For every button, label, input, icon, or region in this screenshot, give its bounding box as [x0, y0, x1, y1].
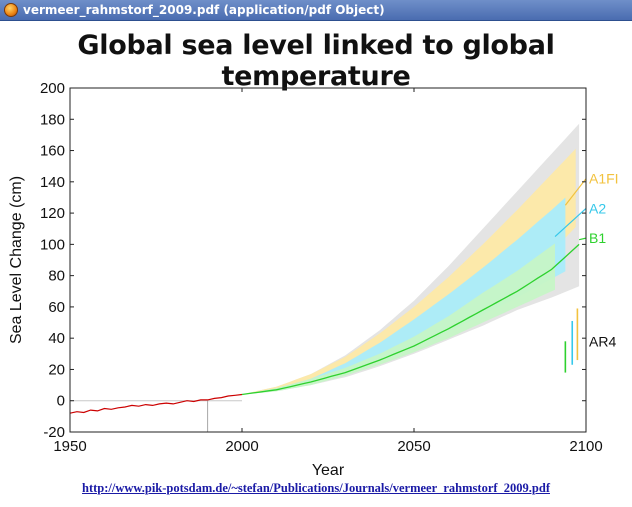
y-tick-label: 60 [48, 299, 65, 316]
x-tick-label: 2000 [225, 438, 258, 455]
y-axis-title: Sea Level Change (cm) [8, 176, 25, 344]
series-label-a1fi: A1FI [589, 171, 619, 187]
leader-a1fi [564, 178, 587, 206]
series-label-a2: A2 [589, 200, 606, 216]
y-tick-label: 200 [40, 80, 65, 97]
observed-line [69, 393, 243, 414]
firefox-icon [4, 3, 18, 17]
chart-title: Global sea level linked to global temper… [77, 30, 555, 92]
y-tick-label: 100 [40, 236, 65, 253]
y-tick-label: 0 [57, 393, 65, 410]
window-title: vermeer_rahmstorf_2009.pdf (application/… [23, 3, 385, 17]
ar4-label: AR4 [589, 333, 616, 349]
source-url-link[interactable]: http://www.pik-potsdam.de/~stefan/Public… [82, 481, 550, 495]
x-tick-label: 2100 [569, 438, 602, 455]
window-titlebar: vermeer_rahmstorf_2009.pdf (application/… [0, 0, 632, 21]
y-tick-label: 120 [40, 205, 65, 222]
y-tick-label: 140 [40, 174, 65, 191]
y-tick-label: 20 [48, 361, 65, 378]
plot-frame [69, 87, 587, 433]
leader-a2 [554, 207, 587, 237]
y-tick-label: 40 [48, 330, 65, 347]
x-tick-label: 2050 [397, 438, 430, 455]
leader-b1 [578, 237, 587, 241]
x-tick-label: 1950 [53, 438, 86, 455]
y-tick-label: -20 [43, 424, 65, 441]
series-label-b1: B1 [589, 230, 606, 246]
x-axis-title: Year [312, 462, 345, 479]
y-tick-label: 80 [48, 268, 65, 285]
y-tick-label: 160 [40, 143, 65, 160]
line-b1-central [241, 243, 580, 396]
y-tick-label: 180 [40, 111, 65, 128]
